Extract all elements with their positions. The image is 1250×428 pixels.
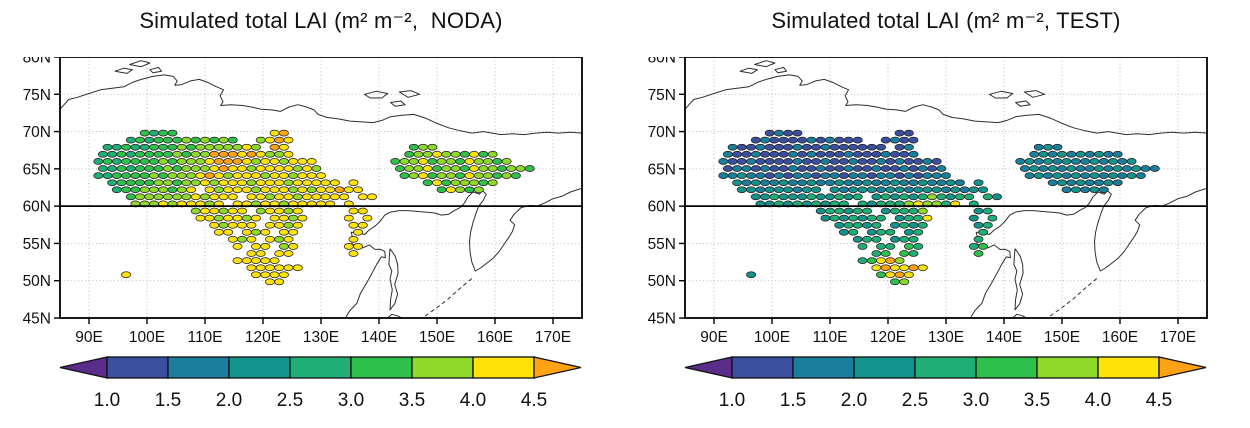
panel-test: Simulated total LAI (m² m⁻², TEST) 80N 75… <box>625 0 1250 428</box>
panel-noda-title: Simulated total LAI (m² m⁻², NODA) <box>139 8 503 33</box>
svg-text:3.0: 3.0 <box>963 390 989 411</box>
svg-text:110E: 110E <box>812 329 847 346</box>
svg-text:3.0: 3.0 <box>338 390 364 411</box>
svg-text:160E: 160E <box>1102 329 1138 346</box>
svg-text:160E: 160E <box>477 329 513 346</box>
svg-text:150E: 150E <box>1044 329 1080 346</box>
panel-noda: Simulated total LAI (m² m⁻², NODA) 80N 75… <box>23 8 583 411</box>
svg-text:140E: 140E <box>986 329 1022 346</box>
svg-text:80N: 80N <box>23 57 51 67</box>
svg-text:90E: 90E <box>700 329 728 346</box>
svg-text:70N: 70N <box>23 124 51 141</box>
svg-text:4.0: 4.0 <box>460 390 486 411</box>
svg-text:60N: 60N <box>23 199 51 216</box>
svg-text:65N: 65N <box>23 161 51 178</box>
svg-text:1.5: 1.5 <box>780 390 806 411</box>
svg-text:75N: 75N <box>648 87 676 104</box>
svg-text:1.5: 1.5 <box>155 390 181 411</box>
svg-text:45N: 45N <box>648 311 676 328</box>
svg-text:130E: 130E <box>928 329 964 346</box>
svg-text:70N: 70N <box>648 124 676 141</box>
svg-text:170E: 170E <box>1160 329 1196 346</box>
map-test: 80N 75N 70N 65N 60N 55N 50N 45N 90E 100E 110E 120E 1… <box>648 57 1208 346</box>
svg-text:90E: 90E <box>75 329 103 346</box>
svg-text:45N: 45N <box>23 311 51 328</box>
svg-text:4.5: 4.5 <box>521 390 547 411</box>
svg-text:170E: 170E <box>535 329 571 346</box>
colorbar-noda: 1.0 1.5 2.0 2.5 3.0 3.5 4.0 4.5 <box>59 356 582 411</box>
svg-text:2.5: 2.5 <box>902 390 928 411</box>
svg-text:55N: 55N <box>23 236 51 253</box>
svg-text:1.0: 1.0 <box>719 390 745 411</box>
svg-text:2.5: 2.5 <box>277 390 303 411</box>
colorbar-test: 1.0 1.5 2.0 2.5 3.0 3.5 4.0 4.5 <box>684 356 1207 411</box>
svg-text:140E: 140E <box>361 329 397 346</box>
svg-text:4.5: 4.5 <box>1146 390 1172 411</box>
svg-text:55N: 55N <box>648 236 676 253</box>
svg-text:2.0: 2.0 <box>216 390 242 411</box>
svg-text:150E: 150E <box>419 329 455 346</box>
svg-text:100E: 100E <box>754 329 790 346</box>
svg-text:60N: 60N <box>648 199 676 216</box>
svg-text:50N: 50N <box>23 273 51 290</box>
svg-text:3.5: 3.5 <box>399 390 425 411</box>
svg-text:1.0: 1.0 <box>94 390 120 411</box>
svg-text:65N: 65N <box>648 161 676 178</box>
map-noda: 80N 75N 70N 65N 60N 55N 50N 45N 90E 100E 110E 120E 1… <box>23 57 583 346</box>
svg-text:130E: 130E <box>303 329 339 346</box>
svg-text:120E: 120E <box>245 329 281 346</box>
svg-text:120E: 120E <box>870 329 906 346</box>
svg-text:50N: 50N <box>648 273 676 290</box>
svg-text:2.0: 2.0 <box>841 390 867 411</box>
panel-test-title: Simulated total LAI (m² m⁻², TEST) <box>771 8 1121 33</box>
svg-text:4.0: 4.0 <box>1085 390 1111 411</box>
svg-text:3.5: 3.5 <box>1024 390 1050 411</box>
svg-text:80N: 80N <box>648 57 676 67</box>
svg-text:100E: 100E <box>129 329 165 346</box>
svg-text:110E: 110E <box>187 329 222 346</box>
svg-text:75N: 75N <box>23 87 51 104</box>
